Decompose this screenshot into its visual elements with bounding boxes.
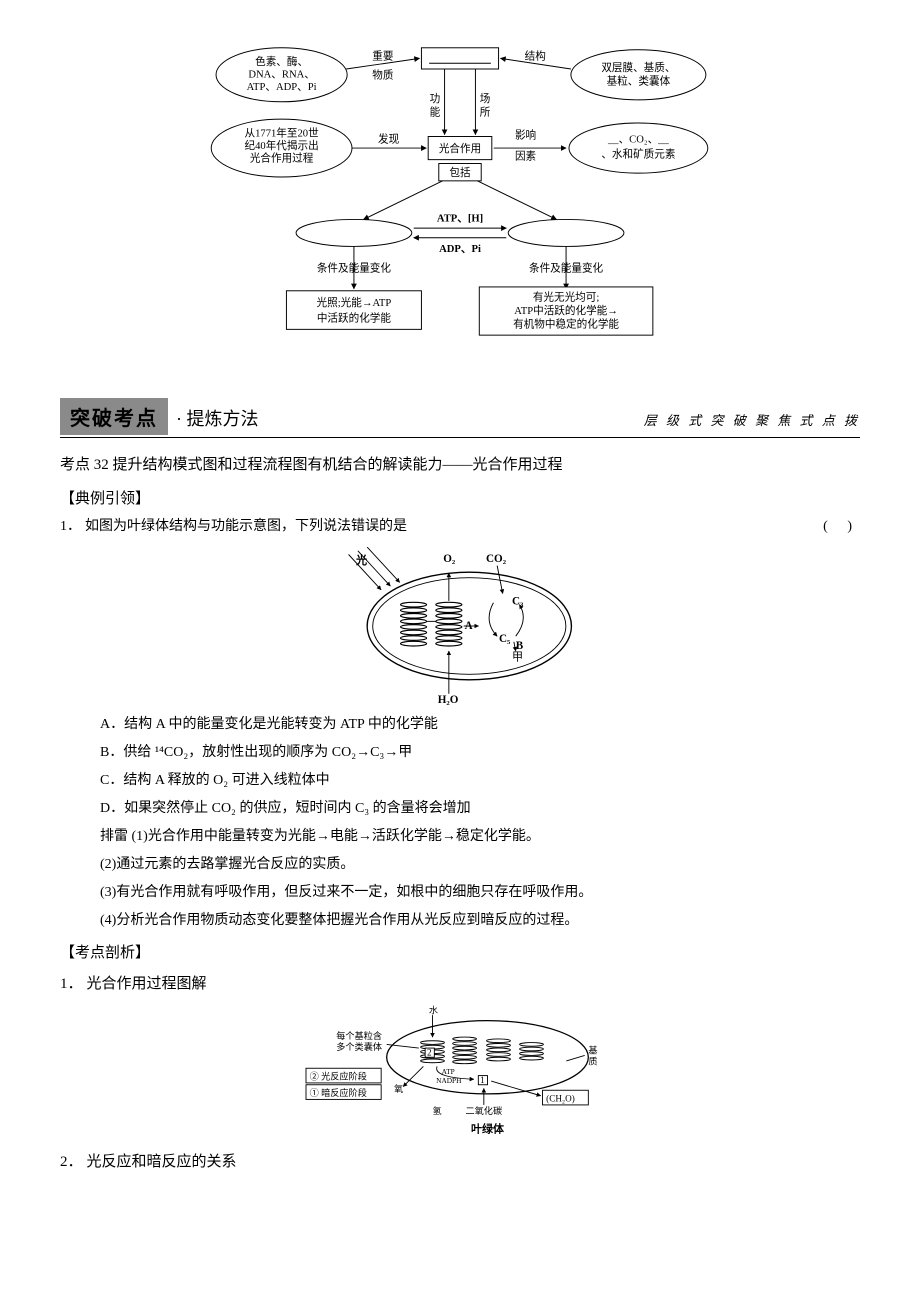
lbl-wuzhi: 物质 xyxy=(372,69,394,82)
s1-atp: ATP xyxy=(442,1067,455,1076)
pl-2: (2)通过元素的去路掌握光合反应的实质。 xyxy=(100,851,860,879)
top-his-l2: 纪40年代揭示出 xyxy=(245,139,319,152)
pl-3: (3)有光合作用就有呼吸作用，但反过来不一定，如根中的细胞只存在呼吸作用。 xyxy=(100,879,860,907)
bot-r2: ATP中活跃的化学能→ xyxy=(514,304,618,317)
bot-l1: 光照;光能→ATP xyxy=(317,296,392,309)
top-center: 光合作用 xyxy=(439,142,481,155)
top-str-l2: 基粒、类囊体 xyxy=(607,74,671,87)
q1-stem-row: 1． 如图为叶绿体结构与功能示意图，下列说法错误的是 ( ) xyxy=(60,514,860,541)
q1-B: B xyxy=(516,640,524,652)
s1-gran1: 每个基粒含 xyxy=(336,1030,382,1041)
sub1-svg: 2 1 水 每个基粒含 多个类囊体 ② 光反应阶段 ① 暗反应阶段 氧 氢 AT… xyxy=(295,1002,625,1140)
q1-num: 1． xyxy=(60,514,81,541)
q1-c5: C₅ xyxy=(499,632,511,644)
sub1-num: 1． xyxy=(60,976,83,992)
top-diagram-svg: 色素、酶、 DNA、RNA、 ATP、ADP、Pi 双层膜、基质、 基粒、类囊体… xyxy=(190,40,730,368)
q1-h2o: H₂O xyxy=(438,694,459,705)
s1-o2: 氧 xyxy=(394,1083,403,1094)
sub2-title: 光反应和暗反应的关系 xyxy=(87,1154,237,1170)
top-his-l1: 从1771年至20世 xyxy=(245,127,320,140)
top-mat-l2: DNA、RNA、 xyxy=(248,70,315,81)
lbl-cs2: 所 xyxy=(480,106,491,118)
sub1-title: 光合作用过程图解 xyxy=(87,976,207,992)
s1-jizhi1: 基 xyxy=(588,1045,597,1056)
s1-box1: ① 暗反应阶段 xyxy=(310,1087,367,1098)
s1-jizhi2: 质 xyxy=(588,1056,597,1067)
s1-one-marker: 1 xyxy=(480,1075,485,1085)
q1-paren: ( ) xyxy=(810,514,860,541)
lbl-yinsu: 因素 xyxy=(515,150,537,163)
lbl-jiegou: 结构 xyxy=(525,49,546,62)
lbl-zhongyao: 重要 xyxy=(372,49,394,62)
q1-light: 光 xyxy=(355,552,367,566)
section-title-sub: · 提炼方法 xyxy=(176,405,259,431)
pl-1: 排雷 (1)光合作用中能量转变为光能→电能→活跃化学能→稳定化学能。 xyxy=(100,823,860,851)
lbl-cs1: 场 xyxy=(480,92,491,105)
sub1-head: 1．光合作用过程图解 xyxy=(60,970,860,999)
q1-opt-a: A．结构 A 中的能量变化是光能转变为 ATP 中的化学能 xyxy=(100,711,860,739)
q1-jia: 甲 xyxy=(512,651,523,663)
section-right: 层 级 式 突 破 聚 焦 式 点 拨 xyxy=(644,410,860,429)
s1-nadph: NADPH xyxy=(436,1076,462,1085)
bot-r3: 有机物中稳定的化学能 xyxy=(513,317,619,330)
lead-bracket: 【典例引领】 xyxy=(60,487,860,508)
top-fac-l2: 、水和矿质元素 xyxy=(601,148,676,161)
q1-opt-b: B．供给 ¹⁴CO₂，放射性出现的顺序为 CO₂→C₃→甲 xyxy=(100,739,860,767)
q1-co2: CO₂ xyxy=(486,553,507,565)
q1-o2: O₂ xyxy=(443,553,456,565)
s1-co2: 二氧化碳 xyxy=(466,1105,503,1116)
lbl-adppi: ADP、Pi xyxy=(439,244,481,255)
top-baokuo: 包括 xyxy=(449,166,471,179)
lbl-gn2: 能 xyxy=(430,105,441,118)
s1-two-marker: 2 xyxy=(427,1048,432,1058)
q1-options: A．结构 A 中的能量变化是光能转变为 ATP 中的化学能 B．供给 ¹⁴CO₂… xyxy=(100,711,860,823)
s1-box2: ② 光反应阶段 xyxy=(310,1070,367,1081)
sub1-figure: 2 1 水 每个基粒含 多个类囊体 ② 光反应阶段 ① 暗反应阶段 氧 氢 AT… xyxy=(60,1002,860,1140)
q1-c3: C₃ xyxy=(512,595,524,607)
exam-point: 考点 32 提升结构模式图和过程流程图有机结合的解读能力——光合作用过程 xyxy=(60,452,860,479)
q1-pl: 排雷 (1)光合作用中能量转变为光能→电能→活跃化学能→稳定化学能。 (2)通过… xyxy=(100,823,860,935)
analysis-bracket: 【考点剖析】 xyxy=(60,941,860,962)
top-fac-l1: __、CO₂、__ xyxy=(607,134,669,145)
lbl-yingx: 影响 xyxy=(515,128,536,141)
bot-r1: 有光无光均可; xyxy=(533,290,600,303)
top-mat-l1: 色素、酶、 xyxy=(255,55,308,68)
top-mat-l3: ATP、ADP、Pi xyxy=(247,82,317,93)
sub2-head: 2．光反应和暗反应的关系 xyxy=(60,1148,860,1177)
q1-opt-c: C．结构 A 释放的 O₂ 可进入线粒体中 xyxy=(100,767,860,795)
s1-ch2o: (CH₂O) xyxy=(546,1093,575,1103)
q1-figure: 光 A O₂ H₂O CO₂ C₃ C₅ B 甲 xyxy=(60,547,860,705)
lbl-faxian: 发现 xyxy=(378,132,400,145)
top-str-l1: 双层膜、基质、 xyxy=(601,61,675,74)
s1-caption: 叶绿体 xyxy=(471,1122,505,1136)
section-header: 突破考点 · 提炼方法 层 级 式 突 破 聚 焦 式 点 拨 xyxy=(60,398,860,438)
s1-shui: 水 xyxy=(429,1004,438,1015)
top-his-l3: 光合作用过程 xyxy=(250,152,314,165)
lbl-condl: 条件及能量变化 xyxy=(317,262,392,275)
q1-opt-d: D．如果突然停止 CO₂ 的供应，短时间内 C₃ 的含量将会增加 xyxy=(100,795,860,823)
s1-h: 氢 xyxy=(433,1105,442,1116)
bot-l2: 中活跃的化学能 xyxy=(317,312,392,325)
lbl-atph: ATP、[H] xyxy=(437,213,483,224)
section-title-strong: 突破考点 xyxy=(60,398,168,435)
pl-4: (4)分析光合作用物质动态变化要整体把握光合作用从光反应到暗反应的过程。 xyxy=(100,907,860,935)
q1-svg: 光 A O₂ H₂O CO₂ C₃ C₅ B 甲 xyxy=(330,547,590,705)
s1-gran2: 多个类囊体 xyxy=(336,1041,382,1052)
lbl-gn1: 功 xyxy=(430,93,441,105)
top-diagram: 色素、酶、 DNA、RNA、 ATP、ADP、Pi 双层膜、基质、 基粒、类囊体… xyxy=(60,40,860,368)
lbl-condr: 条件及能量变化 xyxy=(529,262,604,275)
sub2-num: 2． xyxy=(60,1154,83,1170)
q1-stem: 如图为叶绿体结构与功能示意图，下列说法错误的是 xyxy=(85,514,810,541)
